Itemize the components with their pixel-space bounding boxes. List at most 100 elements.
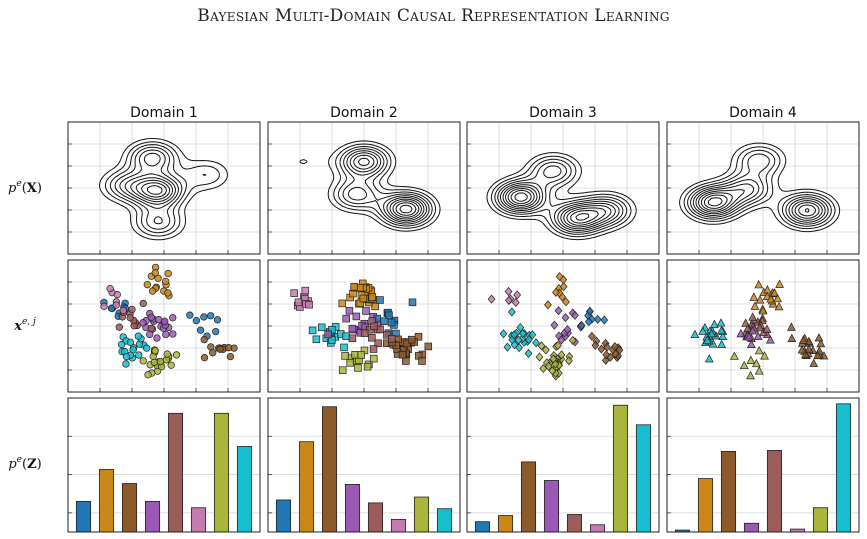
bar-2 <box>98 469 115 533</box>
scatter-point <box>707 328 717 338</box>
density-panel-3 <box>466 121 660 255</box>
scatter-point <box>167 361 175 369</box>
panel-border <box>666 259 860 393</box>
scatter-point <box>809 358 819 367</box>
contour-line <box>692 179 826 223</box>
scatter-point <box>762 324 772 333</box>
scatter-point <box>407 335 416 344</box>
contour-line <box>679 142 841 233</box>
panel-border <box>67 397 261 533</box>
scatter-point <box>340 343 348 352</box>
bar-1 <box>275 499 292 533</box>
scatter-point <box>739 360 749 370</box>
contour-line <box>486 152 637 241</box>
scatter-point <box>213 316 222 324</box>
bar-4 <box>743 522 760 533</box>
scatter-point <box>549 354 558 364</box>
scatter-point <box>122 360 130 368</box>
contour-line <box>497 161 624 233</box>
bar-8 <box>236 446 253 533</box>
bar-7 <box>213 412 230 533</box>
scatter-point <box>388 335 396 343</box>
bar-2 <box>497 515 514 533</box>
scatter-point <box>751 358 761 368</box>
scatter-point <box>376 296 384 304</box>
contour-line <box>357 157 420 218</box>
scatter-point <box>746 339 756 348</box>
scatter-point <box>746 370 755 380</box>
scatter-point <box>424 342 433 351</box>
scatter-point <box>164 289 172 297</box>
scatter-point <box>514 335 523 345</box>
scatter-point <box>224 344 233 352</box>
contour-line <box>130 177 174 203</box>
scatter-point <box>586 306 594 316</box>
contour-line <box>342 148 430 225</box>
scatter-point <box>552 287 560 297</box>
scatter-point <box>487 294 496 304</box>
scatter-point <box>710 319 719 328</box>
scatter-point <box>301 286 310 295</box>
scatter-point <box>554 341 562 351</box>
scatter-point <box>729 351 739 360</box>
scatter-point <box>360 329 369 337</box>
scatter-point <box>200 313 208 321</box>
scatter-point <box>146 330 154 339</box>
scatter-point <box>528 330 537 340</box>
scatter-point <box>200 335 208 344</box>
bar-6 <box>589 524 606 533</box>
contour-line <box>395 202 417 216</box>
scatter-point <box>611 342 619 352</box>
scatter-point <box>369 345 378 353</box>
scatter-point <box>387 318 396 327</box>
bar-4 <box>344 484 361 533</box>
contour-line <box>333 143 437 229</box>
scatter-point <box>341 352 349 360</box>
scatter-point <box>588 331 596 341</box>
scatter-point <box>371 302 379 311</box>
scatter-point <box>600 315 609 325</box>
scatter-point <box>766 294 776 303</box>
scatter-point <box>748 312 758 321</box>
scatter-point <box>716 318 726 327</box>
scatter-point <box>100 302 108 310</box>
contour-line <box>695 183 823 221</box>
scatter-point <box>135 351 143 359</box>
panel-border <box>666 121 860 255</box>
row-label-density: pe(X) <box>8 179 42 196</box>
scatter-point <box>126 338 135 346</box>
scatter-point <box>359 294 368 303</box>
bar-8 <box>436 508 453 533</box>
contour-line <box>687 149 832 227</box>
scatter-point <box>775 279 784 288</box>
bar-1 <box>474 521 491 533</box>
bar-3 <box>321 406 338 533</box>
scatter-point <box>212 327 220 336</box>
contour-line <box>698 189 820 219</box>
scatter-point <box>550 320 559 330</box>
contour-line <box>683 146 836 230</box>
bar-5 <box>167 412 184 533</box>
panel-border <box>267 121 461 255</box>
scatter-point <box>504 286 513 297</box>
panel-border <box>666 397 860 533</box>
scatter-point <box>749 292 759 301</box>
latent-panel-2 <box>267 397 461 533</box>
bar-7 <box>812 507 829 533</box>
bar-2 <box>298 441 315 533</box>
scatter-point <box>537 341 546 351</box>
scatter-point <box>548 366 557 376</box>
scatter-point <box>511 297 520 308</box>
contour-line <box>507 188 607 226</box>
scatter-point <box>754 366 764 375</box>
row-label-samples: xe, j <box>13 317 36 334</box>
scatter-point <box>354 364 362 372</box>
scatter-point <box>112 301 120 309</box>
scatter-point <box>402 357 410 365</box>
domain-title-1: Domain 1 <box>130 105 198 121</box>
scatter-point <box>542 345 550 355</box>
density-panel-1 <box>67 121 261 255</box>
scatter-point <box>532 338 540 348</box>
contour-line <box>703 194 810 213</box>
scatter-point <box>348 334 357 343</box>
